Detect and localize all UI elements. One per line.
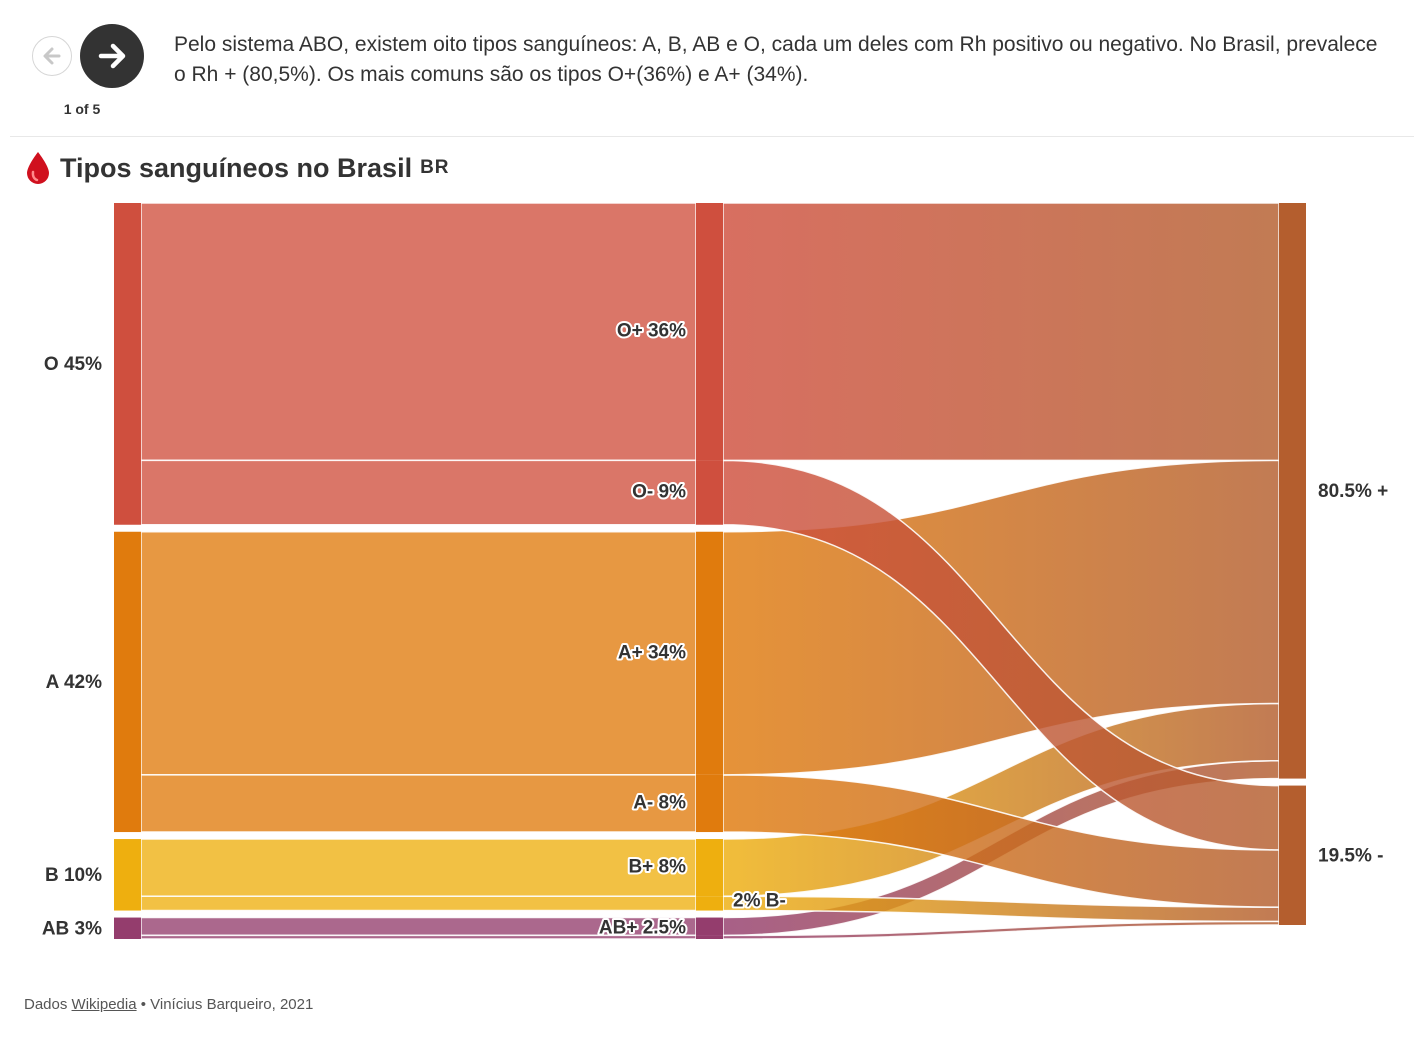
link-a-neg xyxy=(140,774,697,833)
node-group-ab xyxy=(114,917,141,939)
node-type-o-neg xyxy=(696,460,723,525)
slide-caption: Pelo sistema ABO, existem oito tipos san… xyxy=(174,33,1378,86)
label-rh-negative: 19.5% - xyxy=(1318,845,1383,866)
source-note: Dados Wikipedia • Vinícius Barqueiro, 20… xyxy=(24,996,313,1013)
previous-button[interactable] xyxy=(32,36,72,76)
country-flag: BR xyxy=(420,157,450,178)
label-type-a-negpos: A+ 34% xyxy=(618,642,686,663)
link-o-neg xyxy=(140,459,697,526)
source-prefix: Dados xyxy=(24,996,68,1013)
arrow-left-icon xyxy=(43,47,61,65)
node-type-b-neg xyxy=(696,896,723,911)
node-group-a xyxy=(114,531,141,833)
story-navigation: 1 of 5 Pelo sistema ABO, existem oito ti… xyxy=(0,0,1424,136)
label-type-ab-negpos: AB+ 2.5% xyxy=(599,918,686,939)
link-a-negpos xyxy=(140,531,697,776)
sankey-chart: O 45% A 42% B 10% AB 3% O+ 36% O- 9% A+ 34% A- … xyxy=(42,202,1388,941)
label-type-b-neg: 2% B- xyxy=(733,890,786,911)
label-group-ab: AB 3% xyxy=(42,918,102,939)
node-rh-negative xyxy=(1279,785,1306,925)
label-type-a-neg: A- 8% xyxy=(633,792,686,813)
node-type-ab-negpos xyxy=(696,917,723,936)
chart-header: Tipos sanguíneos no Brasil BR xyxy=(24,150,450,186)
label-type-o-negpos: O+ 36% xyxy=(617,321,686,342)
source-suffix: • Vinícius Barqueiro, 2021 xyxy=(140,996,314,1013)
node-type-a-negpos xyxy=(696,531,723,775)
link-b-neg xyxy=(140,895,697,912)
chart-title: Tipos sanguíneos no Brasil xyxy=(60,152,413,183)
arrow-right-icon xyxy=(98,43,126,69)
label-group-o: O 45% xyxy=(44,354,102,375)
node-type-ab-neg xyxy=(696,935,723,939)
node-type-a-neg xyxy=(696,774,723,833)
slide-counter: 1 of 5 xyxy=(63,101,101,117)
label-type-b-negpos: B+ 8% xyxy=(628,857,686,878)
label-group-b: B 10% xyxy=(45,865,102,886)
next-button[interactable] xyxy=(80,24,144,88)
node-group-b xyxy=(114,839,141,911)
blood-drop-icon xyxy=(27,152,49,184)
label-rh-positive: 80.5% + xyxy=(1318,481,1388,502)
link-o-negpos xyxy=(140,202,697,462)
label-group-a: A 42% xyxy=(46,672,102,693)
divider xyxy=(10,136,1414,137)
link-o-negpos-to-rh xyxy=(722,202,1280,462)
link-b-negpos xyxy=(140,838,697,898)
node-rh-positive xyxy=(1279,203,1306,779)
node-group-o xyxy=(114,203,141,525)
node-type-o-negpos xyxy=(696,203,723,461)
wikipedia-link[interactable]: Wikipedia xyxy=(71,996,137,1013)
node-type-b-negpos xyxy=(696,839,723,897)
label-type-o-neg: O- 9% xyxy=(632,482,686,503)
